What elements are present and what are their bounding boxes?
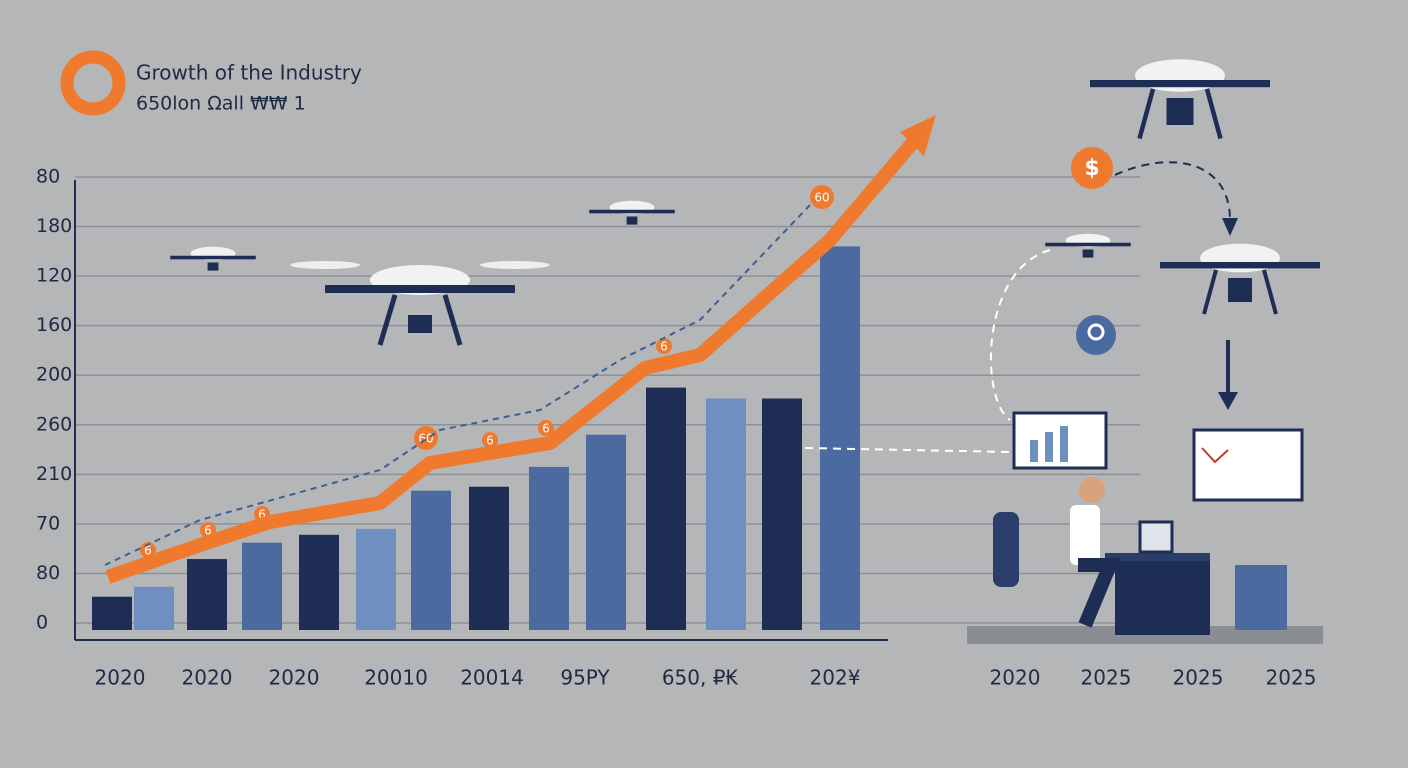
desk-top (1105, 553, 1210, 561)
drone (1045, 233, 1131, 258)
bar (187, 559, 227, 630)
connector (804, 447, 1011, 453)
bar (469, 486, 509, 630)
arrow-head (900, 115, 936, 156)
person-head (1079, 477, 1105, 503)
marker-label: 6 (258, 508, 266, 522)
bar (299, 534, 339, 630)
drone (589, 200, 675, 225)
timeline-label: 2025 (1173, 666, 1224, 690)
trend-arrow (105, 135, 921, 584)
laptop (1138, 520, 1174, 554)
marker-label: 60 (418, 432, 433, 446)
y-tick-label: 210 (36, 463, 72, 485)
title: Growth of the Industry (136, 61, 362, 85)
cabinet (1235, 565, 1287, 630)
person-legs (1078, 558, 1121, 628)
person (1070, 505, 1100, 565)
marker (810, 185, 834, 209)
bar (820, 246, 860, 630)
arrow-head (1218, 392, 1238, 410)
x-label: 2020 (95, 666, 146, 690)
dollar-text: $ (1084, 156, 1099, 181)
bar (242, 542, 282, 630)
dollar-icon (1071, 147, 1113, 189)
timeline-label: 2025 (1266, 666, 1317, 690)
pin-icon (1087, 323, 1105, 341)
marker-label: 6 (542, 422, 550, 436)
y-tick-label: 200 (36, 364, 72, 386)
report (1192, 428, 1304, 502)
bar (586, 434, 626, 630)
arrow-head (1222, 218, 1238, 236)
drone (1160, 243, 1320, 315)
bar (529, 466, 569, 630)
x-label: 20010 (364, 666, 428, 690)
desk (1115, 555, 1210, 635)
x-label: 202¥ (810, 666, 861, 690)
y-tick-label: 0 (36, 612, 48, 634)
marker-label: 60 (814, 191, 829, 205)
x-label: 95PY (560, 666, 610, 690)
bar (706, 398, 746, 630)
bar (762, 398, 802, 630)
x-label: 2020 (182, 666, 233, 690)
marker-label: 6 (144, 544, 152, 558)
bar (134, 586, 174, 630)
monitor-bar (1030, 440, 1038, 462)
connector (1114, 161, 1231, 221)
chair (993, 512, 1019, 587)
marker (538, 420, 554, 436)
bar (646, 387, 686, 630)
y-tick-label: 120 (36, 265, 72, 287)
x-label: 20014 (460, 666, 524, 690)
connector (990, 249, 1051, 421)
drone (290, 261, 550, 346)
marker (414, 426, 438, 450)
marker (656, 338, 672, 354)
y-tick-label: 80 (36, 562, 60, 584)
subtitle: 650lon Ωall ₩₩ 1 (136, 93, 306, 115)
marker (482, 432, 498, 448)
y-tick-label: 160 (36, 314, 72, 336)
logo (60, 50, 126, 116)
timeline-label: 2020 (990, 666, 1041, 690)
x-label: 2020 (269, 666, 320, 690)
report-chart (1201, 447, 1229, 464)
marker (140, 542, 156, 558)
dashed-trend (104, 204, 811, 566)
drone (170, 246, 256, 271)
y-tick-label: 70 (36, 512, 60, 534)
bar (92, 596, 132, 630)
monitor-bar (1060, 426, 1068, 462)
marker-label: 6 (660, 340, 668, 354)
bar (411, 490, 451, 630)
marker-label: 6 (486, 434, 494, 448)
timeline-label: 2025 (1081, 666, 1132, 690)
y-tick-label: 80 (36, 166, 60, 188)
marker-label: 6 (204, 524, 212, 538)
x-label: 650, ₽₭ (662, 666, 739, 690)
y-tick-label: 260 (36, 413, 72, 435)
y-tick-label: 180 (36, 215, 72, 237)
monitor-bar (1045, 432, 1053, 462)
plot: 0 80 70 210 260 200 160 120 180 80 2020 2020 2020 200… (36, 166, 1140, 690)
bar (356, 528, 396, 630)
drone (1090, 59, 1270, 140)
pin-icon (1076, 315, 1116, 355)
